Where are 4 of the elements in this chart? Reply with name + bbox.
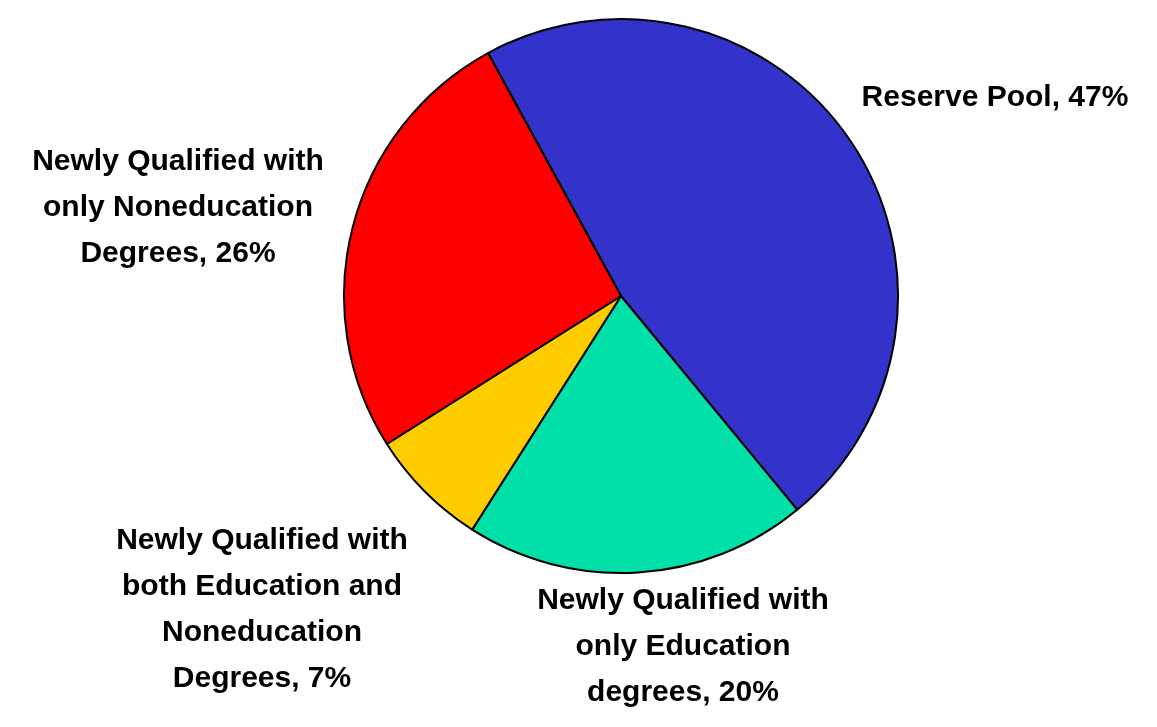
slice-label: Reserve Pool, 47% <box>861 79 1129 113</box>
slice-label: Newly Qualified with only Education degrees, 20% <box>537 582 829 708</box>
slice-label: Newly Qualified with only Noneducation Degrees, 26% <box>32 143 324 269</box>
slice-label: Newly Qualified with both Education and Noneducation Degrees, 7% <box>116 522 408 694</box>
